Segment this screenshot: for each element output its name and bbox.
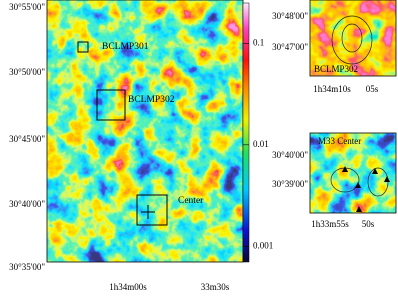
y-tick-label: 30°45'00"	[9, 134, 45, 144]
region-box	[96, 89, 126, 121]
x-tick-label: 1h34m10s	[313, 84, 351, 94]
region-box	[77, 41, 89, 53]
x-tick-label: 05s	[366, 84, 379, 94]
colorbar-tick-label: 0.01	[253, 139, 269, 149]
y-tick-label: 30°55'00"	[9, 2, 45, 12]
colorbar	[242, 2, 250, 263]
region-label: BCLMP301	[102, 42, 149, 52]
x-tick-label: 33m30s	[201, 282, 230, 292]
colorbar-tick-label: 0.1	[253, 37, 264, 47]
region-label: Center	[178, 196, 204, 206]
markers	[342, 166, 390, 212]
center-cross	[141, 205, 155, 219]
y-tick-label: 30°50'00"	[9, 67, 45, 77]
contour	[331, 15, 373, 65]
inset-map	[310, 0, 396, 76]
inset-frame	[309, 132, 397, 214]
y-tick-label: 30°47'00"	[272, 42, 308, 52]
y-tick-label: 30°35'00"	[9, 262, 45, 272]
colorbar-ticks: 0.1 0.01 0.001	[243, 37, 273, 250]
inset-frame	[309, 0, 397, 77]
y-tick-label: 30°40'00"	[9, 199, 45, 209]
inset-label: BCLMP302	[314, 64, 358, 74]
inset-label: M33 Center	[318, 136, 361, 146]
region-box	[136, 194, 168, 226]
inset-map	[310, 133, 396, 213]
y-tick-label: 30°40'00"	[272, 150, 308, 160]
x-tick-label: 1h34m00s	[109, 282, 147, 292]
colorbar-tick-label: 0.001	[253, 240, 273, 250]
y-tick-label: 30°39'00"	[272, 179, 308, 189]
x-tick-label: 50s	[362, 219, 375, 229]
y-tick-label: 30°48'00"	[272, 11, 308, 21]
x-tick-label: 1h33m55s	[311, 219, 349, 229]
contour	[341, 23, 363, 53]
main-map	[47, 0, 243, 262]
region-label: BCLMP302	[128, 95, 175, 105]
